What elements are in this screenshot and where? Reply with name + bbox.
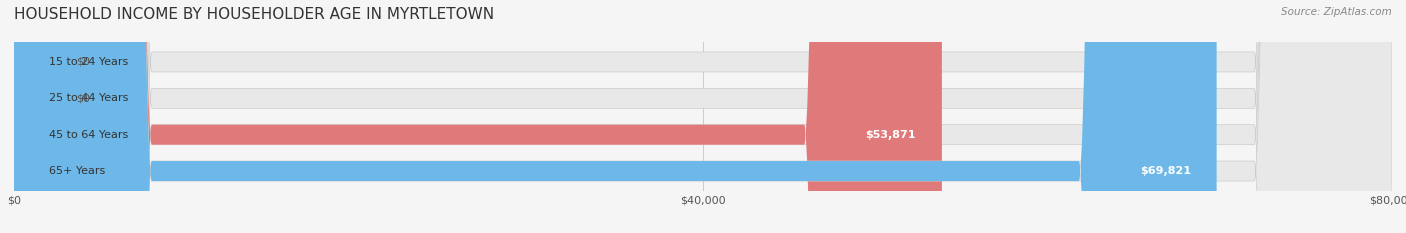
Text: HOUSEHOLD INCOME BY HOUSEHOLDER AGE IN MYRTLETOWN: HOUSEHOLD INCOME BY HOUSEHOLDER AGE IN M…	[14, 7, 494, 22]
Text: 45 to 64 Years: 45 to 64 Years	[48, 130, 128, 140]
Text: 65+ Years: 65+ Years	[48, 166, 105, 176]
Text: Source: ZipAtlas.com: Source: ZipAtlas.com	[1281, 7, 1392, 17]
FancyBboxPatch shape	[14, 0, 1392, 233]
Text: 25 to 44 Years: 25 to 44 Years	[48, 93, 128, 103]
FancyBboxPatch shape	[14, 0, 1392, 233]
FancyBboxPatch shape	[4, 0, 48, 233]
FancyBboxPatch shape	[4, 0, 48, 233]
FancyBboxPatch shape	[14, 0, 1392, 233]
Text: $69,821: $69,821	[1140, 166, 1191, 176]
Text: 15 to 24 Years: 15 to 24 Years	[48, 57, 128, 67]
FancyBboxPatch shape	[14, 0, 1392, 233]
FancyBboxPatch shape	[14, 0, 942, 233]
Text: $0: $0	[76, 57, 90, 67]
Text: $0: $0	[76, 93, 90, 103]
FancyBboxPatch shape	[14, 0, 1216, 233]
Text: $53,871: $53,871	[866, 130, 917, 140]
